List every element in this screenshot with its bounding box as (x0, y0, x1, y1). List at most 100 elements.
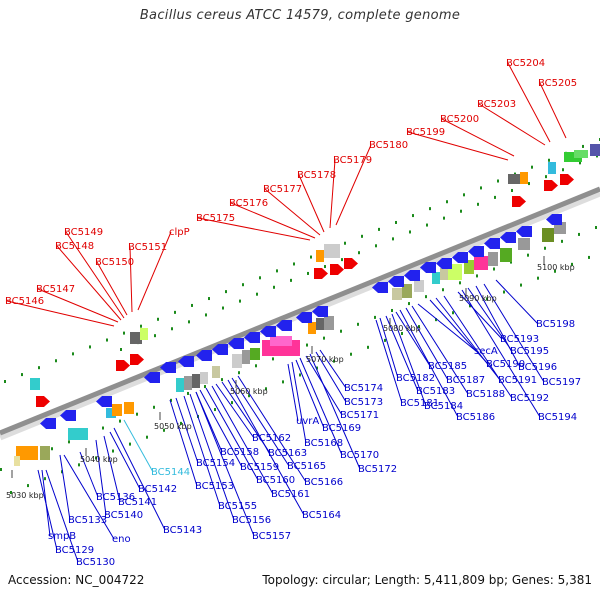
gene-block (508, 174, 520, 184)
leader-line (195, 391, 223, 453)
gene-block (464, 260, 474, 274)
leader-line (457, 291, 503, 340)
strand-dot (582, 144, 584, 148)
strand-dot (204, 385, 206, 389)
strand-dot (562, 168, 564, 172)
strand-dot (248, 394, 250, 398)
gene-arrow (500, 232, 516, 243)
leader-line (395, 311, 431, 367)
strand-dot (188, 320, 190, 324)
gene-label: BC5187 (446, 375, 485, 386)
leader-line (298, 174, 325, 233)
leader-line (407, 131, 509, 161)
strand-dot (129, 442, 131, 446)
leader-line (113, 427, 166, 531)
gene-label: BC5198 (536, 319, 575, 330)
genome-backbone (0, 186, 600, 436)
gene-arrow (196, 350, 212, 361)
leader-line (429, 299, 489, 365)
strand-dot (21, 373, 23, 377)
strand-dot (545, 175, 547, 179)
gene-label: BC5193 (500, 334, 539, 345)
gene-block (30, 378, 40, 390)
kbp-tick-label: 5080 kbp (383, 324, 421, 333)
strand-dot (554, 269, 556, 273)
gene-block (242, 350, 250, 364)
gene-arrow (60, 410, 76, 421)
gene-block (68, 428, 88, 440)
leader-line (197, 217, 311, 241)
strand-dot (391, 308, 393, 312)
gene-label: BC5133 (68, 515, 107, 526)
label-leader-lines (6, 62, 567, 563)
leader-line (417, 303, 477, 352)
strand-dot (205, 313, 207, 317)
leader-line (461, 289, 541, 418)
gene-block (414, 280, 424, 292)
strand-dot (276, 269, 278, 273)
strand-dot (78, 463, 80, 467)
gene-arrow (330, 264, 344, 275)
gene-block (106, 408, 116, 418)
strand-dot (89, 345, 91, 349)
strand-dot (307, 271, 309, 275)
kbp-tick-label: 5030 kbp (6, 491, 44, 500)
strand-dot (493, 267, 495, 271)
leader-line (215, 383, 255, 439)
gene-block (232, 354, 242, 368)
gene-label: BC5178 (297, 170, 336, 181)
gene-label: BC5144 (151, 467, 190, 478)
gene-label: BC5130 (76, 557, 115, 568)
gene-label: eno (112, 534, 131, 545)
leader-line (507, 62, 551, 143)
strand-dot (239, 299, 241, 303)
kbp-tick-label: 5060 kbp (230, 387, 268, 396)
strand-dot (409, 230, 411, 234)
strand-dot (435, 318, 437, 322)
gene-block (474, 256, 488, 270)
gene-label: BC5192 (510, 393, 549, 404)
gene-block (40, 446, 50, 460)
strand-dot (38, 366, 40, 370)
kbp-ticks: 5030 kbp 5040 kbp 5050 kbp 5060 kbp 5070 kbp… (6, 256, 575, 500)
gene-arrow (560, 174, 574, 185)
gene-arrow (228, 338, 244, 349)
gene-label: BC5173 (344, 397, 383, 408)
gene-label: BC5164 (302, 510, 341, 521)
accession-text: Accession: NC_004722 (8, 573, 145, 587)
strand-dot (180, 421, 182, 425)
leader-line (6, 300, 115, 327)
leader-line (291, 361, 307, 444)
gene-label: BC5196 (518, 362, 557, 373)
strand-dot (511, 188, 513, 192)
gene-label: uvrA (296, 416, 319, 427)
strand-dot (102, 426, 104, 430)
leader-line (45, 469, 79, 563)
strand-dot (531, 165, 533, 169)
gene-label: BC5199 (406, 127, 445, 138)
leader-line (315, 351, 347, 403)
strand-dot (95, 456, 97, 460)
strand-dot-rows (0, 138, 600, 494)
strand-dot (44, 477, 46, 481)
strand-dot (4, 380, 6, 383)
strand-dot (375, 244, 377, 248)
gene-label: BC5166 (304, 477, 343, 488)
leader-line (385, 315, 419, 392)
strand-dot (153, 405, 155, 409)
gene-arrow (436, 258, 452, 269)
strand-dot (378, 227, 380, 231)
gene-block (432, 272, 440, 284)
gene-label: BC5156 (232, 515, 271, 526)
gene-arrow (468, 246, 484, 257)
gene-block (542, 228, 554, 242)
gene-label: BC5179 (333, 155, 372, 166)
gene-label: smpB (48, 531, 76, 542)
gene-label: BC5176 (229, 198, 268, 209)
gene-arrow (512, 196, 526, 207)
gene-label: BC5203 (477, 99, 516, 110)
gene-block (270, 336, 292, 346)
gene-label: BC5154 (196, 458, 235, 469)
strand-dot (384, 338, 386, 342)
